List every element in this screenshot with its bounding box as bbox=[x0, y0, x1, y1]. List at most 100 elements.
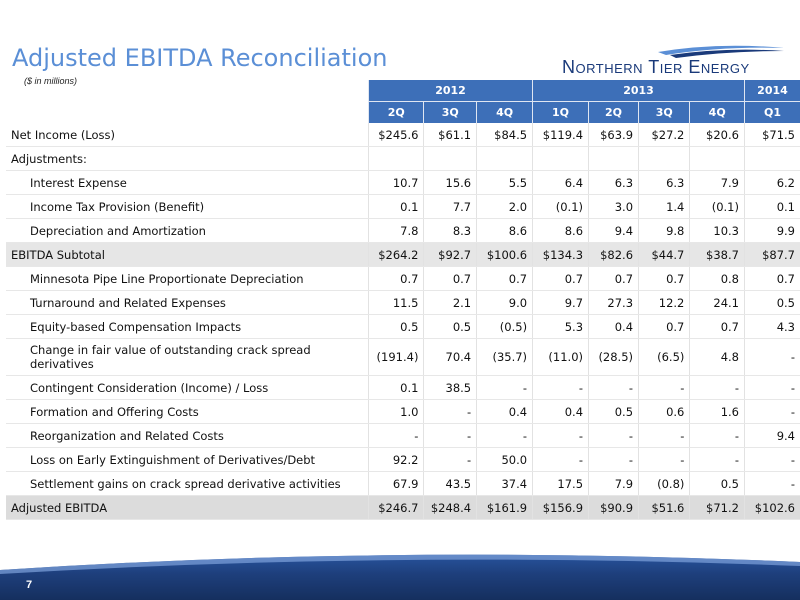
row-value: $248.4 bbox=[423, 495, 477, 520]
year-header-2014: 2014 bbox=[743, 80, 800, 102]
row-value: - bbox=[743, 399, 800, 424]
row-value: 8.3 bbox=[423, 218, 477, 243]
row-value: 0.7 bbox=[423, 266, 477, 291]
row-value: 0.4 bbox=[476, 399, 533, 424]
row-value: - bbox=[743, 338, 800, 376]
row-value: 0.5 bbox=[423, 314, 477, 339]
row-value: - bbox=[689, 375, 745, 400]
row-value: 7.8 bbox=[368, 218, 424, 243]
row-label: Reorganization and Related Costs bbox=[6, 423, 369, 448]
row-value: - bbox=[423, 447, 477, 472]
row-value: $84.5 bbox=[476, 123, 533, 147]
row-value: - bbox=[743, 375, 800, 400]
row-value: 9.0 bbox=[476, 290, 533, 315]
row-value: 10.3 bbox=[689, 218, 745, 243]
table-row: Formation and Offering Costs 1.0 - 0.4 0… bbox=[6, 399, 800, 424]
row-value: (0.8) bbox=[638, 471, 690, 496]
row-value: 92.2 bbox=[368, 447, 424, 472]
table-row: Income Tax Provision (Benefit) 0.1 7.7 2… bbox=[6, 194, 800, 219]
row-value: 1.0 bbox=[368, 399, 424, 424]
units-note: ($ in millions) bbox=[24, 76, 78, 86]
row-value: - bbox=[532, 447, 589, 472]
row-value: 0.8 bbox=[689, 266, 745, 291]
row-value: 0.1 bbox=[368, 375, 424, 400]
table-row: Turnaround and Related Expenses 11.5 2.1… bbox=[6, 290, 800, 315]
row-value: (6.5) bbox=[638, 338, 690, 376]
row-value: $71.5 bbox=[743, 123, 800, 147]
row-value: $264.2 bbox=[368, 242, 424, 267]
row-value: $100.6 bbox=[476, 242, 533, 267]
row-label: Minnesota Pipe Line Proportionate Deprec… bbox=[6, 266, 369, 291]
row-value: 2.0 bbox=[476, 194, 533, 219]
year-header-2012: 2012 bbox=[368, 80, 533, 102]
logo-swoosh-icon bbox=[658, 45, 784, 58]
table-row: Interest Expense 10.7 15.6 5.5 6.4 6.3 6… bbox=[6, 170, 800, 195]
row-value: 0.7 bbox=[689, 314, 745, 339]
table-row: Reorganization and Related Costs - - - -… bbox=[6, 423, 800, 448]
row-value: 3.0 bbox=[588, 194, 639, 219]
row-value: - bbox=[368, 423, 424, 448]
row-value: - bbox=[743, 447, 800, 472]
total-row: Adjusted EBITDA $246.7 $248.4 $161.9 $15… bbox=[6, 495, 800, 520]
row-value: 0.7 bbox=[476, 266, 533, 291]
row-value: 6.4 bbox=[532, 170, 589, 195]
row-label: Settlement gains on crack spread derivat… bbox=[6, 471, 369, 496]
row-value: 6.3 bbox=[588, 170, 639, 195]
row-value: 0.7 bbox=[588, 266, 639, 291]
row-value: 4.3 bbox=[743, 314, 800, 339]
row-value: $134.3 bbox=[532, 242, 589, 267]
row-label: Depreciation and Amortization bbox=[6, 218, 369, 243]
row-label: Change in fair value of outstanding crac… bbox=[6, 338, 369, 376]
row-value: 9.8 bbox=[638, 218, 690, 243]
table-row: Settlement gains on crack spread derivat… bbox=[6, 471, 800, 496]
row-label: Interest Expense bbox=[6, 170, 369, 195]
row-value: $90.9 bbox=[588, 495, 639, 520]
row-value: 0.5 bbox=[689, 471, 745, 496]
row-value: 9.4 bbox=[588, 218, 639, 243]
row-value: (0.1) bbox=[689, 194, 745, 219]
page-title: Adjusted EBITDA Reconciliation bbox=[12, 44, 388, 72]
row-value: 9.7 bbox=[532, 290, 589, 315]
row-value: 9.9 bbox=[743, 218, 800, 243]
row-value: $156.9 bbox=[532, 495, 589, 520]
row-value: 0.7 bbox=[368, 266, 424, 291]
row-value: 0.7 bbox=[743, 266, 800, 291]
row-value: - bbox=[588, 447, 639, 472]
footer-band bbox=[0, 548, 800, 600]
row-value: (191.4) bbox=[368, 338, 424, 376]
row-label: Net Income (Loss) bbox=[6, 123, 369, 147]
row-value: 11.5 bbox=[368, 290, 424, 315]
row-value: $92.7 bbox=[423, 242, 477, 267]
row-value: - bbox=[689, 447, 745, 472]
row-value: $71.2 bbox=[689, 495, 745, 520]
row-value: 2.1 bbox=[423, 290, 477, 315]
quarter-header: 3Q bbox=[638, 101, 690, 123]
quarter-header: 4Q bbox=[689, 101, 745, 123]
row-value: - bbox=[638, 375, 690, 400]
table-row: Net Income (Loss) $245.6 $61.1 $84.5 $11… bbox=[6, 123, 800, 147]
row-value: 0.4 bbox=[588, 314, 639, 339]
row-value: 1.6 bbox=[689, 399, 745, 424]
row-value: - bbox=[689, 423, 745, 448]
row-value: 8.6 bbox=[476, 218, 533, 243]
table-row: Loss on Early Extinguishment of Derivati… bbox=[6, 447, 800, 472]
table-row: Change in fair value of outstanding crac… bbox=[6, 338, 800, 376]
row-value: (35.7) bbox=[476, 338, 533, 376]
row-value: 0.5 bbox=[368, 314, 424, 339]
table-row: Equity-based Compensation Impacts 0.5 0.… bbox=[6, 314, 800, 339]
row-value: $61.1 bbox=[423, 123, 477, 147]
page-number: 7 bbox=[26, 579, 33, 591]
row-value: 67.9 bbox=[368, 471, 424, 496]
row-value: 0.7 bbox=[532, 266, 589, 291]
row-value: 0.7 bbox=[638, 266, 690, 291]
row-value: - bbox=[638, 423, 690, 448]
row-value: 7.7 bbox=[423, 194, 477, 219]
row-value: - bbox=[588, 423, 639, 448]
row-value: 24.1 bbox=[689, 290, 745, 315]
row-value: 12.2 bbox=[638, 290, 690, 315]
row-label: Income Tax Provision (Benefit) bbox=[6, 194, 369, 219]
row-value: 6.2 bbox=[743, 170, 800, 195]
row-value: 43.5 bbox=[423, 471, 477, 496]
row-value: 5.3 bbox=[532, 314, 589, 339]
company-logo: Northern Tier Energy bbox=[548, 44, 788, 80]
